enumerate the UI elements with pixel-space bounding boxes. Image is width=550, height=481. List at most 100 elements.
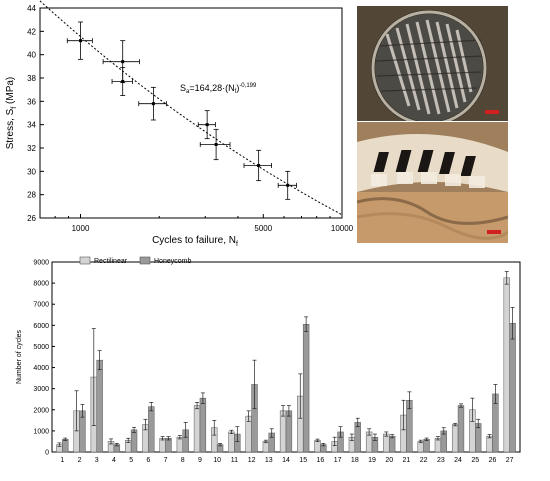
bar-x-tick-label: 5	[129, 457, 133, 464]
bar-x-tick-label: 18	[351, 457, 359, 464]
top-y-tick-label: 44	[27, 4, 36, 13]
stress-life-chart: 26 28 30 32 34 36 38 40 42 44 1000 5000 10000 Sa=16…	[5, 0, 354, 248]
bar-honeycomb	[62, 439, 69, 453]
legend-label-rectilinear: Rectilinear	[94, 258, 128, 265]
data-point	[66, 21, 93, 60]
bar-x-tick-label: 14	[282, 457, 290, 464]
top-x-ticks: 1000 5000 10000	[54, 214, 354, 233]
bar-y-tick-label: 2000	[33, 407, 49, 414]
photo-fracture-honeycomb	[357, 122, 508, 243]
legend: Rectilinear Honeycomb	[79, 256, 191, 265]
bar-x-tick-label: 21	[403, 457, 411, 464]
photo-fracture-rectilinear	[357, 6, 508, 121]
bar-x-tick-label: 25	[471, 457, 479, 464]
bar-rectilinear	[314, 440, 321, 453]
bar-honeycomb	[423, 439, 430, 453]
top-y-tick-label: 38	[27, 74, 36, 83]
bar-honeycomb	[148, 406, 155, 453]
top-y-tick-label: 30	[27, 167, 36, 176]
bar-rectilinear	[383, 433, 390, 453]
data-points	[66, 21, 297, 200]
bar-y-axis-label: Number of cycles	[16, 329, 23, 384]
top-y-tick-label: 32	[27, 144, 36, 153]
bar-x-tick-label: 19	[368, 457, 376, 464]
bar-honeycomb	[199, 397, 207, 453]
bar-rectilinear	[486, 435, 493, 453]
top-x-axis-label: Cycles to failure, Nf	[152, 235, 238, 248]
bar-x-tick-label: 22	[420, 457, 428, 464]
data-point	[102, 40, 140, 84]
bar-x-tick-label: 15	[299, 457, 307, 464]
bar-x-tick-label: 7	[164, 457, 168, 464]
data-point	[199, 128, 231, 161]
top-y-tick-label: 26	[27, 214, 36, 223]
bar-x-tick-label: 26	[489, 457, 497, 464]
bar-honeycomb	[302, 324, 310, 453]
top-x-tick-label: 5000	[254, 224, 272, 233]
bar-x-tick-label: 10	[213, 457, 221, 464]
bar-x-tick-label: 17	[334, 457, 342, 464]
top-y-ticks: 26 28 30 32 34 36 38 40 42 44	[27, 4, 44, 223]
bar-rectilinear	[434, 438, 442, 453]
data-point	[197, 110, 216, 140]
bar-rectilinear	[451, 424, 459, 453]
top-y-tick-label: 28	[27, 191, 36, 200]
legend-swatch-rectilinear	[79, 256, 91, 265]
bar-y-tick-label: 4000	[33, 365, 49, 372]
bar-rectilinear	[193, 405, 201, 453]
data-point	[243, 149, 273, 182]
top-x-tick-label: 10000	[331, 224, 354, 233]
bar-y-ticks: 0 1000 2000 3000 4000 5000 6000 7000 8000 9000	[33, 260, 55, 457]
bar-y-tick-label: 7000	[33, 302, 49, 309]
bar-y-tick-label: 9000	[33, 260, 49, 267]
top-x-tick-label: 1000	[72, 224, 90, 233]
bar-rectilinear	[159, 438, 166, 453]
bar-y-tick-label: 6000	[33, 323, 49, 330]
top-y-axis-label: Stress, Sf (MPa)	[5, 77, 18, 150]
legend-label-honeycomb: Honeycomb	[154, 258, 191, 265]
bar-honeycomb	[388, 435, 396, 453]
bar-x-tick-label: 11	[231, 457, 238, 464]
bar-x-tick-label: 4	[112, 457, 116, 464]
bar-x-tick-label: 16	[317, 457, 325, 464]
top-y-tick-label: 36	[27, 97, 36, 106]
bar-x-ticks: 1 2 3 4 5 6 7 8 9 10 11 12 13 14 15 16 17 18 19 20 21 22 23 24 2…	[60, 457, 513, 464]
bar-y-tick-label: 5000	[33, 344, 49, 351]
bar-rectilinear	[176, 436, 184, 453]
bar-honeycomb	[96, 359, 103, 453]
bar-x-tick-label: 2	[78, 457, 82, 464]
bar-x-tick-label: 27	[506, 457, 514, 464]
legend-swatch-honeycomb	[139, 256, 151, 265]
data-point	[138, 86, 167, 121]
bars	[56, 271, 516, 453]
top-y-tick-label: 34	[27, 121, 36, 130]
bar-y-tick-label: 8000	[33, 281, 49, 288]
bar-x-tick-label: 3	[95, 457, 99, 464]
bar-y-tick-label: 1000	[33, 428, 49, 435]
bar-x-tick-label: 13	[265, 457, 273, 464]
bar-x-tick-label: 20	[385, 457, 393, 464]
top-y-tick-label: 42	[27, 27, 36, 36]
data-point	[111, 67, 133, 96]
data-point	[277, 170, 297, 200]
bar-honeycomb	[285, 410, 293, 453]
bar-honeycomb	[457, 405, 465, 453]
bar-rectilinear	[228, 431, 235, 453]
fit-line	[39, 0, 343, 216]
top-y-tick-label: 40	[27, 51, 36, 60]
bar-honeycomb	[165, 438, 172, 453]
bar-x-tick-label: 8	[181, 457, 185, 464]
bar-y-tick-label: 0	[45, 450, 49, 457]
bar-x-tick-label: 6	[146, 457, 150, 464]
bar-y-tick-label: 3000	[33, 386, 49, 393]
bar-x-tick-label: 24	[454, 457, 462, 464]
bar-honeycomb	[509, 322, 516, 453]
bar-rectilinear	[503, 277, 510, 453]
top-plot-frame	[39, 7, 343, 219]
bar-honeycomb	[130, 429, 138, 453]
bar-rectilinear	[279, 410, 287, 453]
fit-equation: Sa=164,28·(Nf)-0,199	[180, 83, 257, 95]
bar-x-tick-label: 23	[437, 457, 445, 464]
